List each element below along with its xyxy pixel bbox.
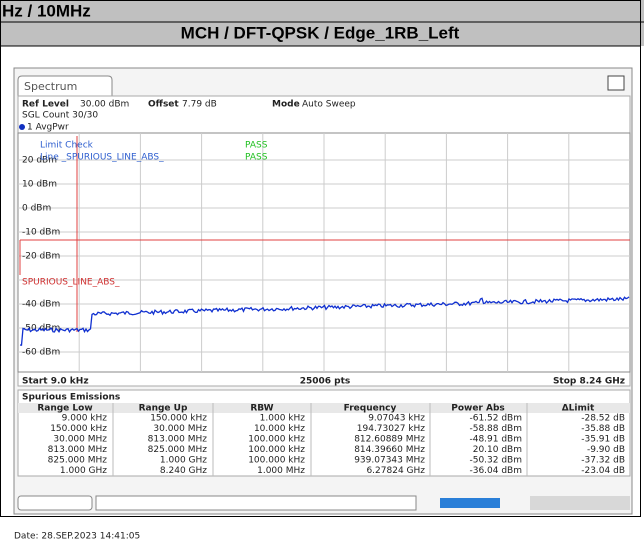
cell: -9.90 dB	[587, 445, 625, 455]
cell: 100.000 kHz	[248, 435, 305, 445]
y-label: -60 dBm	[22, 348, 60, 358]
limit-check-result: PASS	[245, 141, 268, 151]
table: Range Low Range Up RBW Frequency Power Abs ΔL…	[37, 403, 625, 476]
cell: 1.000 MHz	[257, 466, 305, 476]
cell: 150.000 kHz	[50, 424, 107, 434]
points: 25006 pts	[300, 377, 351, 387]
cell: -23.04 dB	[581, 466, 625, 476]
table-title: Spurious Emissions	[22, 393, 120, 403]
y-label: -20 dBm	[22, 252, 60, 262]
cell: 1.000 kHz	[260, 414, 306, 424]
cell: -36.04 dBm	[469, 466, 522, 476]
cell: 8.240 GHz	[160, 466, 207, 476]
column-header: ΔLimit	[562, 404, 595, 414]
header-bg	[0, 0, 644, 46]
trace-label: 1 AvgPwr	[27, 123, 69, 133]
status-end	[530, 496, 630, 510]
y-label: -40 dBm	[22, 300, 60, 310]
mode: Auto Sweep	[302, 100, 356, 110]
cell: 10.000 kHz	[254, 424, 305, 434]
mode-label: Mode	[272, 100, 300, 110]
cell: -35.88 dB	[581, 424, 625, 434]
line-label: Line _SPURIOUS_LINE_ABS_	[40, 153, 164, 163]
y-label: -10 dBm	[22, 228, 60, 238]
cell: 30.000 MHz	[53, 435, 107, 445]
stop: Stop 8.24 GHz	[553, 377, 625, 387]
limit-check: Limit Check	[40, 141, 94, 151]
offset-label: Offset	[148, 100, 179, 110]
line-result: PASS	[245, 153, 268, 163]
tab-label: Spectrum	[24, 80, 77, 93]
cell: 20.10 dBm	[473, 445, 522, 455]
status-field	[95, 495, 417, 511]
cell: 939.07343 MHz	[354, 456, 425, 466]
cell: 100.000 kHz	[248, 456, 305, 466]
cell: -28.52 dB	[581, 414, 625, 424]
cell: 6.27824 GHz	[366, 466, 425, 476]
trace	[19, 296, 630, 346]
table-frame	[17, 389, 631, 477]
cell: 825.000 MHz	[148, 445, 208, 455]
cell: -37.32 dB	[581, 456, 625, 466]
cell: 813.000 MHz	[148, 435, 208, 445]
table-header-bg	[18, 403, 630, 413]
cell: -50.32 dBm	[469, 456, 522, 466]
cell: 9.000 kHz	[62, 414, 108, 424]
trace-dot	[19, 124, 25, 130]
column-header: Power Abs	[451, 404, 505, 414]
cell: 194.73027 kHz	[357, 424, 426, 434]
tab[interactable]	[17, 75, 113, 96]
cell: 812.60889 MHz	[354, 435, 425, 445]
button[interactable]	[17, 495, 93, 511]
cell: 813.000 MHz	[48, 445, 108, 455]
ref-level-label: Ref Level	[22, 100, 69, 110]
cell: 814.39660 MHz	[354, 445, 425, 455]
outer-border	[0, 0, 641, 517]
cell: 30.000 MHz	[153, 424, 207, 434]
progress	[440, 498, 500, 508]
y-label: 0 dBm	[22, 204, 51, 214]
column-header: RBW	[250, 404, 273, 414]
band: Hz / 10MHz	[2, 1, 91, 20]
title: MCH / DFT-QPSK / Edge_1RB_Left	[181, 23, 460, 42]
date: Date: 28.SEP.2023 14:41:05	[14, 532, 140, 542]
limit-line-label: SPURIOUS_LINE_ABS_	[22, 278, 120, 288]
start: Start 9.0 kHz	[22, 377, 89, 387]
column-header: Frequency	[344, 404, 397, 414]
cell: -35.91 dB	[581, 435, 625, 445]
sgl-count: SGL Count 30/30	[22, 111, 98, 121]
cell: -48.91 dBm	[469, 435, 522, 445]
offset: 7.79 dB	[182, 100, 217, 110]
column-header: Range Up	[139, 404, 188, 414]
cell: 1.000 GHz	[160, 456, 207, 466]
cell: -61.52 dBm	[469, 414, 522, 424]
cell: 100.000 kHz	[248, 445, 305, 455]
y-label: -50 dBm	[22, 324, 60, 334]
cell: 1.000 GHz	[60, 466, 107, 476]
cell: -58.88 dBm	[469, 424, 522, 434]
y-label: 20 dBm	[22, 156, 57, 166]
cell: 825.000 MHz	[48, 456, 108, 466]
ref-level: 30.00 dBm	[80, 100, 129, 110]
y-label: 10 dBm	[22, 180, 57, 190]
cell: 9.07043 kHz	[368, 414, 425, 424]
menu-icon[interactable]	[607, 75, 625, 91]
cell: 150.000 kHz	[150, 414, 207, 424]
column-header: Range Low	[37, 404, 92, 414]
